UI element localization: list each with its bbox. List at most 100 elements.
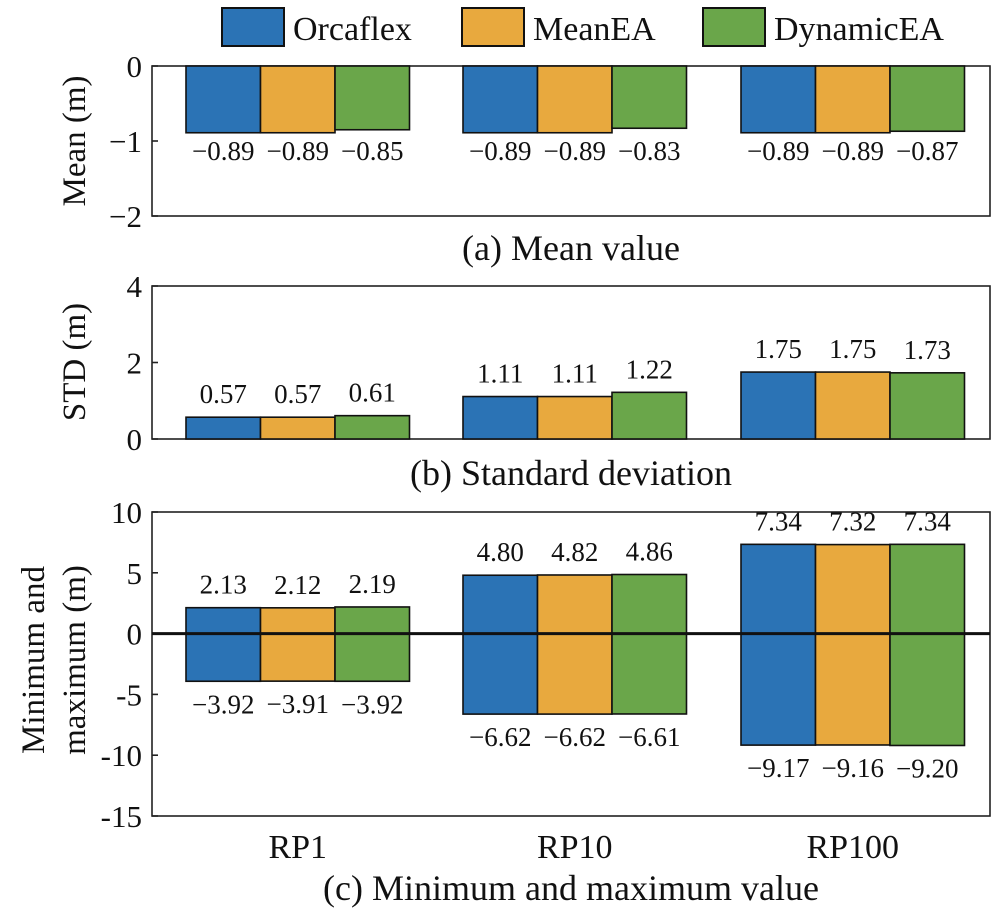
bar-mean-orcaflex-rp1 [185,65,262,134]
bar-max-orcaflex-rp1 [185,606,262,635]
bar-std-dynamicea-rp100 [889,372,966,440]
data-label-std-dynamicea-rp100: 1.73 [904,335,951,365]
bar-std-orcaflex-rp100 [740,371,817,440]
data-label-min-orcaflex-rp100: −9.17 [747,753,809,783]
bar-std-dynamicea-rp10 [611,391,688,440]
bar-mean-orcaflex-rp10 [462,65,539,134]
data-label-mean-meanea-rp100: −0.89 [822,136,884,166]
y-tick-label-std: 4 [127,269,143,304]
data-label-min-orcaflex-rp10: −6.62 [469,722,531,752]
y-axis-label-minmax-line2: maximum (m) [57,565,93,755]
bar-std-orcaflex-rp10 [462,395,539,440]
legend-label-meanea: MeanEA [533,11,656,48]
data-label-mean-meanea-rp1: −0.89 [267,136,329,166]
bar-min-dynamicea-rp100 [889,632,966,747]
data-label-min-orcaflex-rp1: −3.92 [192,689,254,719]
data-label-max-dynamicea-rp10: 4.86 [626,537,673,567]
data-label-mean-meanea-rp10: −0.89 [544,136,606,166]
y-tick-label-minmax: -10 [101,738,142,773]
bar-min-dynamicea-rp1 [334,632,411,683]
bar-mean-meanea-rp100 [814,65,891,134]
data-label-min-meanea-rp10: −6.62 [544,722,606,752]
bar-min-orcaflex-rp10 [462,632,539,715]
data-label-min-dynamicea-rp10: −6.61 [618,722,680,752]
data-label-max-meanea-rp10: 4.82 [551,537,598,567]
data-label-max-dynamicea-rp100: 7.34 [904,506,952,536]
legend: Orcaflex MeanEA DynamicEA [221,7,944,48]
legend-swatch-meanea [461,7,525,47]
legend-label-dynamicea: DynamicEA [774,11,944,48]
bar-min-dynamicea-rp10 [611,632,688,715]
y-tick-label-minmax: 10 [111,495,142,530]
bar-min-meanea-rp100 [814,632,891,746]
data-label-mean-dynamicea-rp10: −0.83 [618,136,680,166]
bar-min-meanea-rp1 [259,632,336,682]
data-label-max-dynamicea-rp1: 2.19 [349,569,396,599]
y-axis-label-mean: Mean (m) [57,75,93,206]
bar-mean-dynamicea-rp100 [889,65,966,133]
data-label-std-orcaflex-rp1: 0.57 [200,379,247,409]
data-label-mean-orcaflex-rp10: −0.89 [469,136,531,166]
bar-mean-orcaflex-rp100 [740,65,817,134]
data-label-min-dynamicea-rp1: −3.92 [341,689,403,719]
bar-std-orcaflex-rp1 [185,416,262,440]
data-label-std-orcaflex-rp10: 1.11 [477,359,523,389]
bar-std-meanea-rp10 [536,395,613,440]
data-label-std-meanea-rp10: 1.11 [552,359,598,389]
data-label-std-meanea-rp100: 1.75 [829,334,876,364]
data-label-mean-orcaflex-rp1: −0.89 [192,136,254,166]
bar-mean-dynamicea-rp1 [334,65,411,131]
data-label-std-orcaflex-rp100: 1.75 [755,334,802,364]
bar-mean-meanea-rp10 [536,65,613,134]
bar-max-dynamicea-rp100 [889,543,966,635]
panel-mean-value: 0 −1 −2 −0.89 −0.89 −0.89 −0.89 −0.89 −0.89 −0.85… [57,49,991,268]
y-tick-label-minmax: -5 [116,677,142,712]
panel-title-mean: (a) Mean value [462,228,680,268]
bar-std-meanea-rp1 [259,416,336,440]
panel-title-std: (b) Standard deviation [410,453,732,493]
data-label-min-dynamicea-rp100: −9.20 [896,753,958,783]
data-label-max-orcaflex-rp1: 2.13 [200,570,247,600]
x-tick-label-rp10: RP10 [537,829,613,866]
data-label-min-meanea-rp1: −3.91 [267,689,329,719]
plot-frame-minmax [151,511,991,817]
y-tick-label-std: 0 [127,422,143,457]
y-tick-label-minmax: 5 [127,556,143,591]
bar-min-orcaflex-rp100 [740,632,817,746]
y-tick-label-minmax: 0 [127,617,143,652]
data-label-mean-dynamicea-rp1: −0.85 [341,136,403,166]
y-axis-label-std: STD (m) [57,303,93,421]
bar-max-dynamicea-rp10 [611,573,688,635]
bar-max-dynamicea-rp1 [334,606,411,635]
bar-max-meanea-rp100 [814,543,891,635]
data-label-max-meanea-rp100: 7.32 [829,507,876,537]
bar-max-meanea-rp1 [259,607,336,635]
data-label-max-orcaflex-rp10: 4.80 [477,537,524,567]
bar-max-orcaflex-rp10 [462,574,539,635]
data-label-mean-dynamicea-rp100: −0.87 [896,136,958,166]
legend-swatch-dynamicea [702,7,766,47]
y-tick-label-mean: 0 [127,49,143,84]
legend-swatch-orcaflex [221,7,285,47]
panel-standard-deviation: 4 2 0 0.57 1.11 1.75 0.57 1.11 1.75 0.61 1.22 1.73 S… [57,269,991,493]
bar-min-meanea-rp10 [536,632,613,715]
data-label-max-orcaflex-rp100: 7.34 [755,506,803,536]
data-label-mean-orcaflex-rp100: −0.89 [747,136,809,166]
bar-max-meanea-rp10 [536,574,613,635]
bar-mean-meanea-rp1 [259,65,336,134]
data-label-min-meanea-rp100: −9.16 [822,753,884,783]
legend-label-orcaflex: Orcaflex [293,11,412,48]
panel-title-minmax: (c) Minimum and maximum value [323,868,819,908]
data-label-std-dynamicea-rp1: 0.61 [349,378,396,408]
y-tick-label-minmax: -15 [101,799,142,834]
y-axis-label-minmax-line1: Minimum and [16,566,52,754]
y-tick-label-mean: −2 [109,199,142,234]
x-tick-label-rp100: RP100 [806,829,899,866]
bar-std-meanea-rp100 [814,371,891,440]
panel-min-max-value: 10 5 0 -5 -10 -15 2.13 −3.92 4.80 −6.62 7.34 −9.17 2… [16,495,991,908]
y-tick-label-mean: −1 [109,124,142,159]
data-label-std-dynamicea-rp10: 1.22 [626,354,673,384]
data-label-max-meanea-rp1: 2.12 [274,570,321,600]
bar-min-orcaflex-rp1 [185,632,262,683]
